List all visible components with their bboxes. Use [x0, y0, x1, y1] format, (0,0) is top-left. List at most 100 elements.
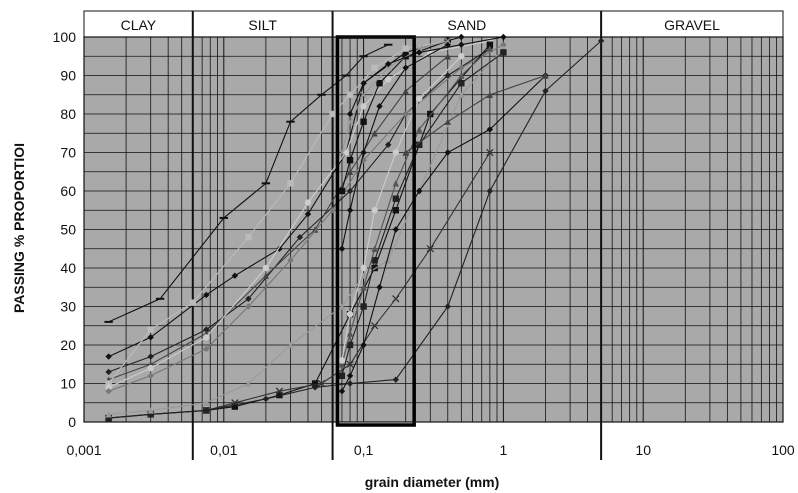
series-point [402, 53, 409, 60]
series-point [203, 345, 210, 353]
series-point [402, 64, 409, 71]
series-point [371, 130, 378, 137]
series-point [542, 87, 549, 95]
series-point [402, 149, 409, 156]
series-point [376, 284, 383, 291]
series-point [262, 264, 270, 272]
series-point [338, 388, 346, 395]
series-point [500, 49, 507, 56]
series-point [444, 149, 451, 156]
series-point [392, 180, 400, 187]
y-tick-label: 90 [60, 68, 76, 84]
y-tick-label: 10 [60, 376, 76, 392]
series-point [458, 53, 465, 60]
y-tick-label: 80 [60, 106, 76, 122]
band-label-silt: SILT [248, 17, 277, 33]
series-point [276, 391, 283, 399]
series-point [371, 322, 379, 330]
series-point [304, 199, 312, 206]
series-10 [105, 37, 605, 422]
series-point [338, 187, 346, 195]
axes: 0 10 20 30 40 50 60 70 80 90 100 0,001 0,01 0,1 1 10 100 [53, 29, 795, 458]
x-tick-label: 100 [771, 442, 795, 458]
series-point [346, 311, 354, 318]
x-tick-label: 10 [635, 442, 651, 458]
series-point [385, 76, 392, 83]
series-point [416, 95, 423, 102]
series-line [341, 51, 504, 376]
band-label-gravel: GRAVEL [664, 17, 720, 33]
series-point [486, 187, 494, 195]
series-point [542, 72, 549, 79]
series-point [392, 226, 400, 233]
series-point [105, 384, 112, 391]
series-point [346, 380, 354, 387]
series-point [416, 126, 423, 133]
series-point [262, 272, 270, 279]
y-tick-label: 30 [60, 299, 76, 315]
series-point [360, 80, 367, 87]
series-point [458, 41, 465, 48]
series-point [311, 384, 319, 391]
series-point [360, 118, 367, 125]
series-point [203, 334, 210, 341]
series-12 [338, 72, 549, 395]
series-point [304, 210, 312, 218]
y-tick-label: 60 [60, 183, 76, 199]
x-tick-label: 0,001 [66, 442, 101, 458]
series-point [147, 364, 154, 372]
series-point [360, 272, 367, 279]
series-point [105, 388, 112, 395]
series-point [231, 272, 239, 279]
series-point [203, 399, 210, 406]
series-point [371, 64, 378, 71]
series-line [341, 40, 448, 153]
series-point [371, 257, 378, 264]
x-tick-label: 0,01 [210, 442, 237, 458]
series-point [262, 395, 270, 403]
series-point [360, 341, 367, 349]
series-point [360, 303, 367, 310]
series-point [385, 141, 392, 148]
series-point [392, 207, 400, 214]
x-tick-label: 1 [500, 442, 508, 458]
series-point [105, 368, 112, 376]
series-point [311, 380, 319, 387]
series-point [245, 234, 252, 241]
series-line [108, 36, 462, 358]
series-point [444, 303, 451, 310]
series-point [231, 403, 239, 410]
series-point [311, 226, 319, 233]
y-tick-label: 100 [53, 29, 77, 45]
series-point [426, 245, 434, 253]
series-point [189, 299, 196, 306]
series-line [349, 36, 504, 115]
series-point [392, 295, 400, 303]
series-point [597, 37, 605, 45]
y-tick-label: 20 [60, 337, 76, 353]
series-point [147, 372, 154, 379]
series-point [402, 45, 409, 52]
series-point [203, 407, 210, 414]
series-point [376, 103, 383, 110]
soil-bands: CLAY SILT SAND GRAVEL [83, 10, 784, 460]
series-point [346, 91, 354, 98]
series-point [346, 207, 354, 214]
series-point [329, 110, 336, 118]
series-point [346, 341, 354, 349]
y-tick-label: 70 [60, 145, 76, 161]
series-point [147, 326, 154, 333]
series-point [444, 37, 452, 45]
series-line [341, 48, 491, 365]
series-point [147, 407, 154, 414]
series-point [287, 341, 294, 349]
x-tick-label: 0,1 [354, 442, 374, 458]
series-point [105, 353, 112, 360]
series-point [346, 360, 354, 368]
grid [83, 36, 783, 423]
series-15 [338, 53, 465, 364]
series-point [371, 245, 378, 252]
series-point [245, 380, 252, 387]
series-point [360, 264, 367, 272]
